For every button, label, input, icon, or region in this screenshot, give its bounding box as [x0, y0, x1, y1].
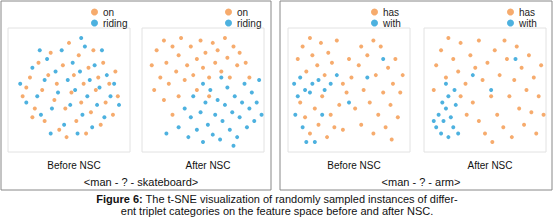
svg-text:riding: riding [103, 18, 127, 29]
svg-text:with: with [382, 18, 401, 29]
html-text:ent triplet categories on the: ent triplet categories on the feature sp… [120, 204, 434, 217]
svg-text:Before NSC: Before NSC [327, 160, 380, 171]
svg-text:with: with [518, 18, 537, 29]
svg-text:After NSC: After NSC [467, 160, 512, 171]
svg-text:riding: riding [237, 18, 261, 29]
svg-text:on: on [237, 7, 248, 18]
svg-text:<man - ? - arm>: <man - ? - arm> [382, 176, 461, 188]
svg-text:has: has [383, 7, 399, 18]
svg-text:<man - ? - skateboard>: <man - ? - skateboard> [84, 176, 198, 188]
svg-text:Before NSC: Before NSC [47, 160, 100, 171]
html-text:Figure 6: The t-SNE visualizat: Figure 6: The t-SNE visualization of ran… [96, 193, 458, 205]
svg-text:on: on [103, 7, 114, 18]
svg-text:After NSC: After NSC [185, 160, 230, 171]
svg-text:has: has [519, 7, 535, 18]
